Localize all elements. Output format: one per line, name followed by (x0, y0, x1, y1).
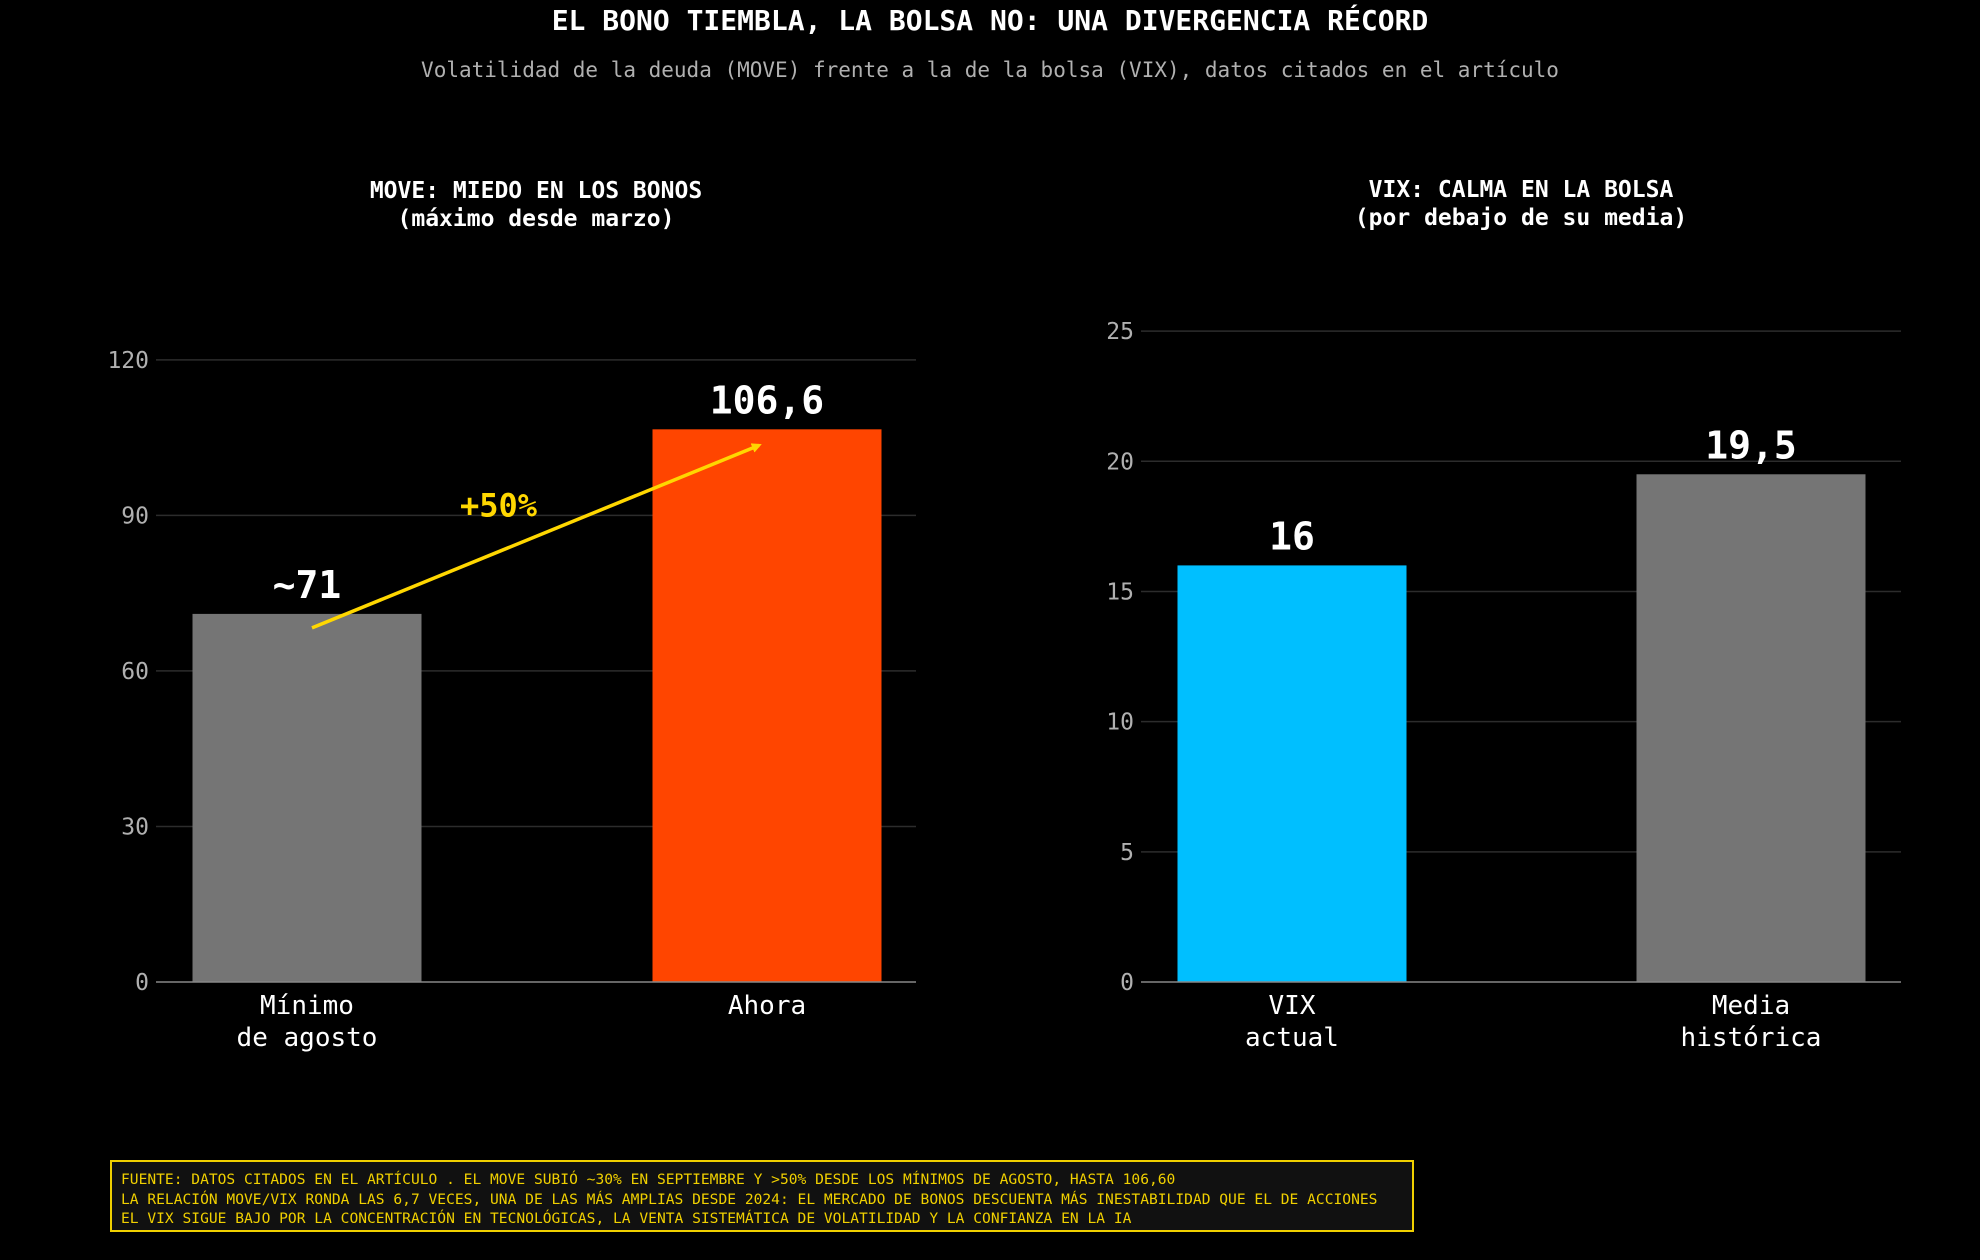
move-y-tick-label: 120 (107, 348, 149, 374)
move-change-arrow (311, 443, 762, 630)
move-y-tick-label: 30 (121, 814, 149, 840)
move-y-tick-label: 90 (121, 503, 149, 529)
footnote-line-1: FUENTE: DATOS CITADOS EN EL ARTÍCULO . E… (121, 1171, 1176, 1188)
move-chart-panel: MOVE: MIEDO EN LOS BONOS(máximo desde ma… (107, 178, 916, 1053)
vix-chart-panel: VIX: CALMA EN LA BOLSA(por debajo de su … (1106, 177, 1901, 1053)
move-category-label: Ahora (728, 991, 806, 1021)
move-category-label: Mínimo (260, 991, 354, 1021)
vix-value-label-1: 16 (1269, 514, 1315, 558)
vix-y-tick-label: 25 (1106, 319, 1134, 345)
footnote-line-2: LA RELACIÓN MOVE/VIX RONDA LAS 6,7 VECES… (121, 1190, 1378, 1208)
move-y-tick-label: 0 (135, 970, 149, 996)
vix-category-label: Media (1712, 991, 1790, 1021)
vix-bar-1 (1177, 565, 1407, 982)
vix-bar-2 (1636, 474, 1866, 982)
move-chart-title-line: MOVE: MIEDO EN LOS BONOS (370, 178, 702, 204)
vix-y-tick-label: 10 (1106, 710, 1134, 736)
move-category-label: de agosto (237, 1023, 378, 1053)
vix-value-label-2: 19,5 (1705, 423, 1797, 467)
vix-chart-title-line: VIX: CALMA EN LA BOLSA (1369, 177, 1674, 203)
move-change-annotation: +50% (460, 487, 538, 525)
move-bar-2 (652, 429, 882, 982)
move-y-tick-label: 60 (121, 659, 149, 685)
source-footnote-box: FUENTE: DATOS CITADOS EN EL ARTÍCULO . E… (110, 1160, 1414, 1232)
figure-subtitle: Volatilidad de la deuda (MOVE) frente a … (421, 58, 1559, 82)
vix-y-tick-label: 0 (1120, 970, 1134, 996)
vix-y-tick-label: 15 (1106, 579, 1134, 605)
figure-title: EL BONO TIEMBLA, LA BOLSA NO: UNA DIVERG… (551, 4, 1429, 37)
move-value-label-2: 106,6 (710, 378, 824, 422)
move-value-label-1: ~71 (273, 563, 342, 607)
move-bar-1 (192, 613, 422, 982)
vix-y-tick-label: 20 (1106, 449, 1134, 475)
vix-category-label: VIX (1269, 991, 1316, 1021)
vix-y-tick-label: 5 (1120, 840, 1134, 866)
footnote-line-3: EL VIX SIGUE BAJO POR LA CONCENTRACIÓN E… (121, 1210, 1132, 1227)
vix-category-label: actual (1245, 1023, 1339, 1053)
vix-category-label: histórica (1681, 1023, 1822, 1053)
move-chart-title-line: (máximo desde marzo) (398, 206, 675, 232)
vix-chart-title-line: (por debajo de su media) (1355, 205, 1687, 231)
